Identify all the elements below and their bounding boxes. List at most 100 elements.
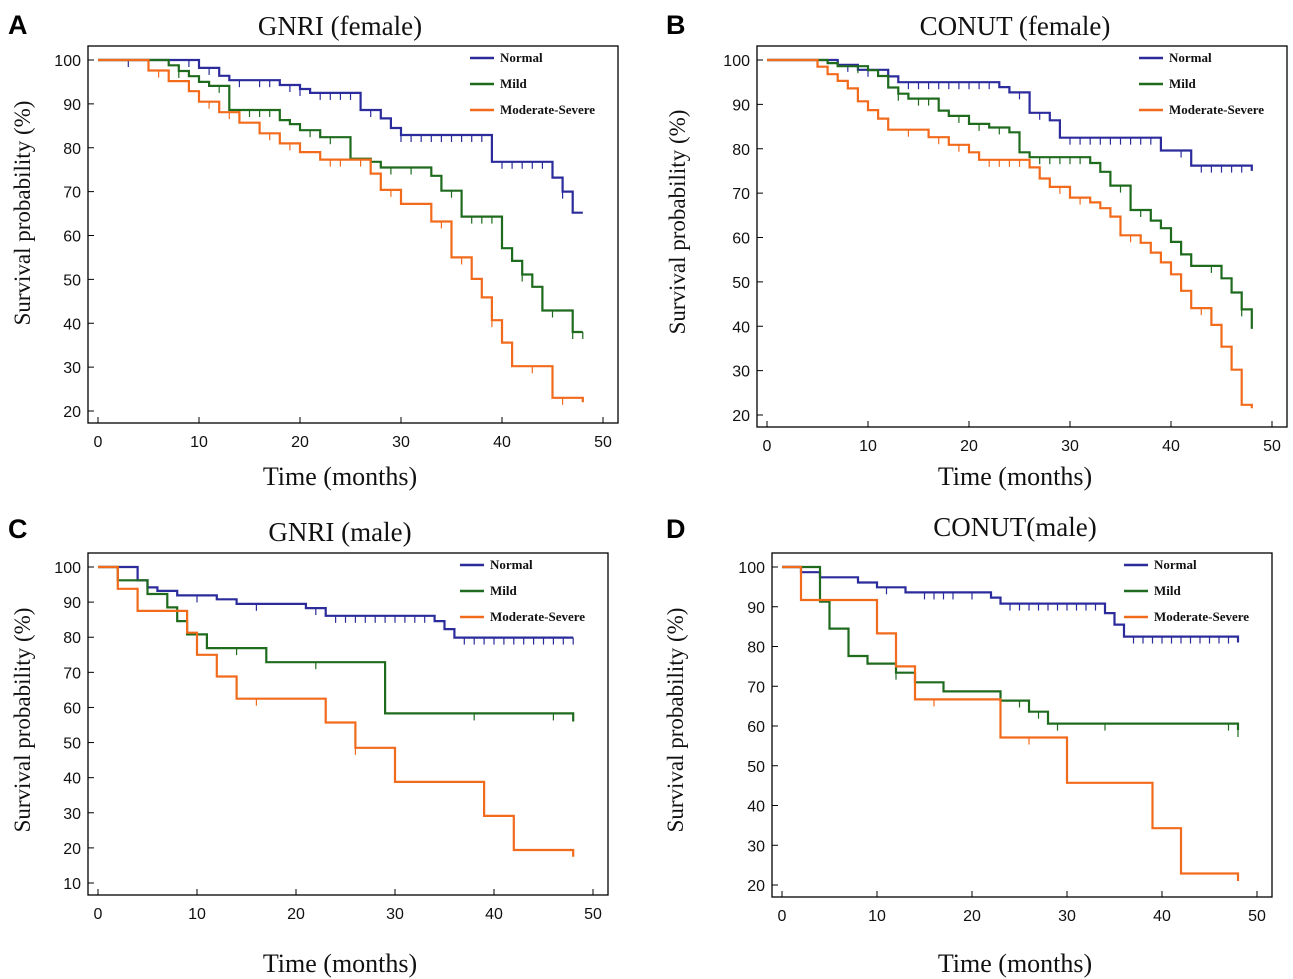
y-tick-label: 80: [732, 142, 750, 159]
y-tick-label: 90: [747, 600, 765, 617]
legend-label: Normal: [1154, 557, 1197, 572]
y-tick-label: 40: [732, 319, 750, 336]
y-tick-label: 30: [63, 806, 81, 823]
y-tick-label: 50: [747, 759, 765, 776]
y-tick-label: 20: [63, 404, 81, 421]
x-tick-label: 10: [859, 438, 877, 455]
y-tick-label: 40: [63, 316, 81, 333]
panel-letter: C: [8, 514, 28, 544]
survival-curve: [98, 58, 583, 334]
x-tick-label: 20: [960, 438, 978, 455]
y-tick-label: 90: [732, 97, 750, 114]
x-axis-label: Time (months): [938, 949, 1092, 978]
y-tick-label: 70: [63, 665, 81, 682]
plot-frame: [756, 45, 1288, 428]
legend-label: Moderate-Severe: [1154, 609, 1249, 624]
y-tick-label: 30: [63, 360, 81, 377]
plot-area: 20 30 40 50 60 70 80 90 100 0 10 20 30 40 50 Normal Mild…: [738, 552, 1273, 925]
y-tick-label: 100: [738, 560, 765, 577]
y-tick-label: 50: [732, 275, 750, 292]
survival-curve: [98, 58, 583, 214]
y-tick-label: 100: [54, 53, 81, 70]
y-tick-label: 10: [63, 876, 81, 893]
chart-title: CONUT (female): [920, 11, 1111, 41]
panel-c: C GNRI (male) Time (months) Survival pro…: [8, 514, 609, 978]
legend-label: Normal: [1169, 50, 1212, 65]
plot-area: 10 20 30 40 50 60 70 80 90 100 0 10 20 30 40 50 Normal Mi…: [54, 552, 609, 923]
y-tick-label: 90: [63, 97, 81, 114]
x-tick-label: 50: [1248, 908, 1266, 925]
y-tick-label: 70: [732, 186, 750, 203]
x-tick-label: 30: [386, 906, 404, 923]
y-tick-label: 50: [63, 272, 81, 289]
chart-title: GNRI (male): [268, 517, 411, 547]
survival-curve: [98, 58, 584, 403]
x-tick-label: 50: [594, 434, 612, 451]
y-tick-label: 20: [747, 878, 765, 895]
y-tick-label: 80: [63, 630, 81, 647]
panel-a: A GNRI (female) Time (months) Survival p…: [8, 10, 619, 491]
legend-label: Moderate-Severe: [1169, 102, 1264, 117]
x-tick-label: 10: [188, 906, 206, 923]
y-axis-label: Survival probability (%): [10, 608, 35, 833]
plot-area: 20 30 40 50 60 70 80 90 100 0 10 20 30 40 50 Normal Mild…: [54, 45, 619, 451]
x-tick-label: 50: [584, 906, 602, 923]
y-tick-label: 60: [63, 700, 81, 717]
panel-letter: D: [666, 514, 686, 544]
panel-letter: A: [8, 10, 28, 40]
x-tick-label: 0: [778, 908, 787, 925]
y-tick-label: 60: [732, 231, 750, 248]
chart-title: GNRI (female): [258, 11, 422, 41]
legend-label: Mild: [1154, 583, 1181, 598]
y-tick-label: 40: [747, 799, 765, 816]
x-tick-label: 50: [1263, 438, 1281, 455]
legend-label: Moderate-Severe: [490, 609, 585, 624]
survival-curve: [98, 565, 575, 857]
panel-letter: B: [666, 10, 686, 40]
y-axis-label: Survival probability (%): [663, 608, 688, 833]
survival-curve: [767, 58, 1253, 329]
y-tick-label: 70: [747, 679, 765, 696]
legend-label: Normal: [490, 557, 533, 572]
y-axis-label: Survival probability (%): [10, 101, 35, 326]
x-tick-label: 20: [287, 906, 305, 923]
x-tick-label: 0: [763, 438, 772, 455]
legend-label: Mild: [500, 76, 527, 91]
y-tick-label: 100: [54, 560, 81, 577]
x-tick-label: 20: [291, 434, 309, 451]
y-tick-label: 20: [732, 408, 750, 425]
x-tick-label: 30: [1058, 908, 1076, 925]
legend-label: Normal: [500, 50, 543, 65]
y-tick-label: 50: [63, 736, 81, 753]
x-tick-label: 30: [392, 434, 410, 451]
chart-title: CONUT(male): [933, 512, 1096, 542]
x-tick-label: 0: [94, 434, 103, 451]
y-tick-label: 30: [732, 364, 750, 381]
y-tick-label: 100: [723, 53, 750, 70]
x-tick-label: 10: [868, 908, 886, 925]
x-tick-label: 10: [190, 434, 208, 451]
y-axis-label: Survival probability (%): [665, 110, 690, 335]
plot-frame: [87, 45, 619, 424]
x-tick-label: 20: [963, 908, 981, 925]
legend-label: Mild: [1169, 76, 1196, 91]
y-tick-label: 60: [747, 719, 765, 736]
legend-label: Moderate-Severe: [500, 102, 595, 117]
x-axis-label: Time (months): [938, 462, 1092, 491]
x-tick-label: 30: [1061, 438, 1079, 455]
survival-curve: [767, 58, 1253, 409]
y-tick-label: 90: [63, 595, 81, 612]
y-tick-label: 80: [747, 640, 765, 657]
y-tick-label: 80: [63, 141, 81, 158]
plot-frame: [771, 552, 1273, 898]
x-tick-label: 40: [1153, 908, 1171, 925]
survival-curve: [782, 565, 1240, 881]
y-tick-label: 20: [63, 841, 81, 858]
panel-b: B CONUT (female) Time (months) Survival …: [665, 10, 1288, 491]
x-axis-label: Time (months): [263, 949, 417, 978]
x-tick-label: 40: [485, 906, 503, 923]
survival-curve: [98, 565, 574, 639]
y-tick-label: 60: [63, 229, 81, 246]
x-tick-label: 40: [493, 434, 511, 451]
